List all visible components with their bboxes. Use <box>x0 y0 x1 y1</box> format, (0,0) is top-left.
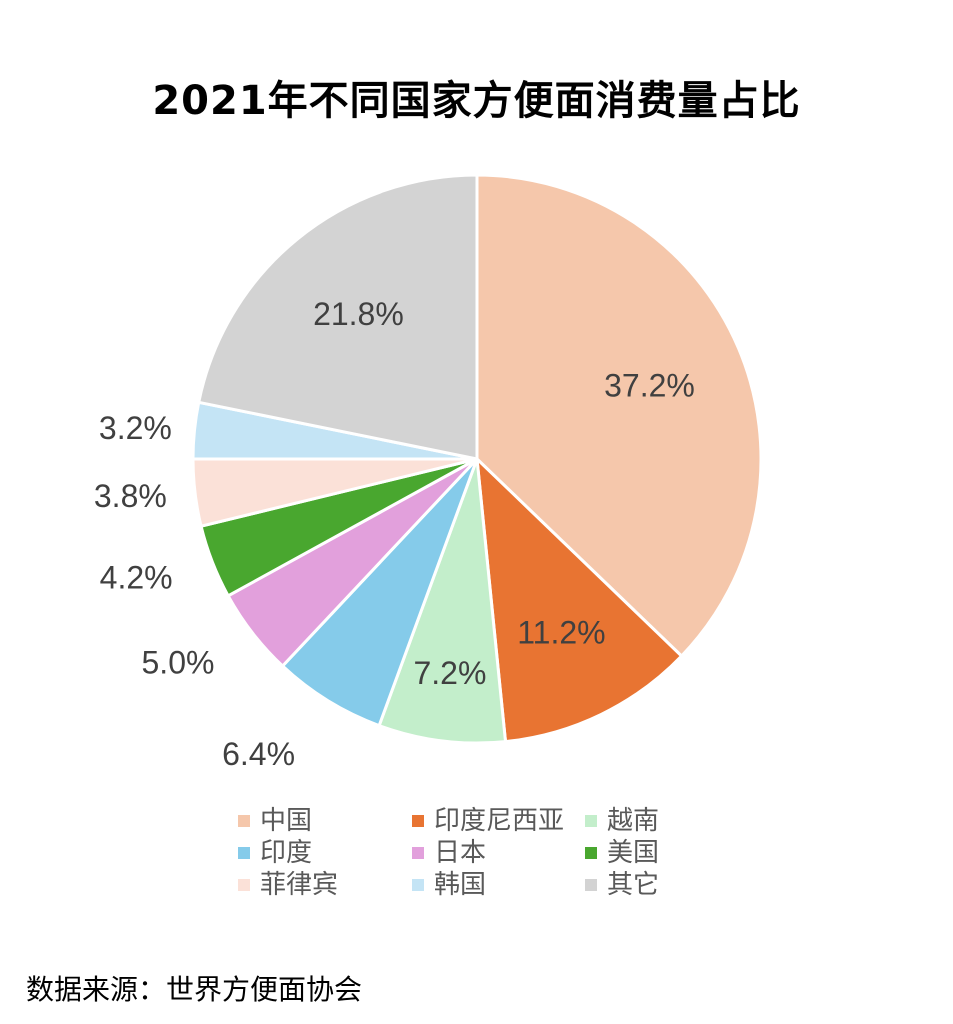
legend-label-6: 菲律宾 <box>260 870 338 900</box>
legend-item-8: 其它 <box>585 870 659 900</box>
legend-label-8: 其它 <box>607 870 659 900</box>
legend-swatch-6 <box>238 879 250 891</box>
legend-label-5: 美国 <box>607 838 659 868</box>
legend-swatch-5 <box>585 847 597 859</box>
pie-slice-3 <box>280 457 479 728</box>
data-label-7: 3.2% <box>99 410 172 446</box>
legend-swatch-3 <box>238 847 250 859</box>
legend-item-2: 越南 <box>585 806 659 836</box>
pie-slice-2 <box>377 458 508 745</box>
data-label-1: 11.2% <box>517 615 605 651</box>
legend-label-7: 韩国 <box>434 870 486 900</box>
legend-item-7: 韩国 <box>412 870 486 900</box>
data-source-note: 数据来源：世界方便面协会 <box>26 973 363 1006</box>
pie-slices <box>191 173 763 745</box>
chart-title: 2021年不同国家方便面消费量占比 <box>152 78 801 124</box>
data-label-8: 21.8% <box>313 296 404 332</box>
legend-swatch-1 <box>412 815 424 827</box>
data-label-5: 4.2% <box>100 559 173 595</box>
legend-item-3: 印度 <box>238 838 312 868</box>
legend-item-0: 中国 <box>238 806 312 836</box>
legend-item-1: 印度尼西亚 <box>412 806 564 836</box>
legend-swatch-8 <box>585 879 597 891</box>
legend-swatch-7 <box>412 879 424 891</box>
data-label-2: 7.2% <box>413 655 486 691</box>
data-label-6: 3.8% <box>94 478 167 514</box>
legend-label-3: 印度 <box>260 838 312 868</box>
legend-item-5: 美国 <box>585 838 659 868</box>
pie-slice-0 <box>475 173 763 659</box>
legend-item-6: 菲律宾 <box>238 870 338 900</box>
legend-label-2: 越南 <box>607 806 659 836</box>
legend-label-1: 印度尼西亚 <box>434 806 564 836</box>
data-label-4: 5.0% <box>142 645 215 681</box>
data-label-3: 6.4% <box>222 736 295 772</box>
data-label-0: 37.2% <box>604 368 695 404</box>
legend-swatch-2 <box>585 815 597 827</box>
data-labels: 37.2% 11.2% 7.2% 6.4% 5.0% 4.2% 3.8% 3.2% 21.8% <box>94 296 695 772</box>
legend-label-0: 中国 <box>260 806 312 836</box>
legend-swatch-4 <box>412 847 424 859</box>
legend-item-4: 日本 <box>412 838 486 868</box>
pie-slice-8 <box>196 173 479 461</box>
legend-swatch-0 <box>238 815 250 827</box>
legend-label-4: 日本 <box>434 838 486 868</box>
pie-slice-1 <box>475 455 684 744</box>
